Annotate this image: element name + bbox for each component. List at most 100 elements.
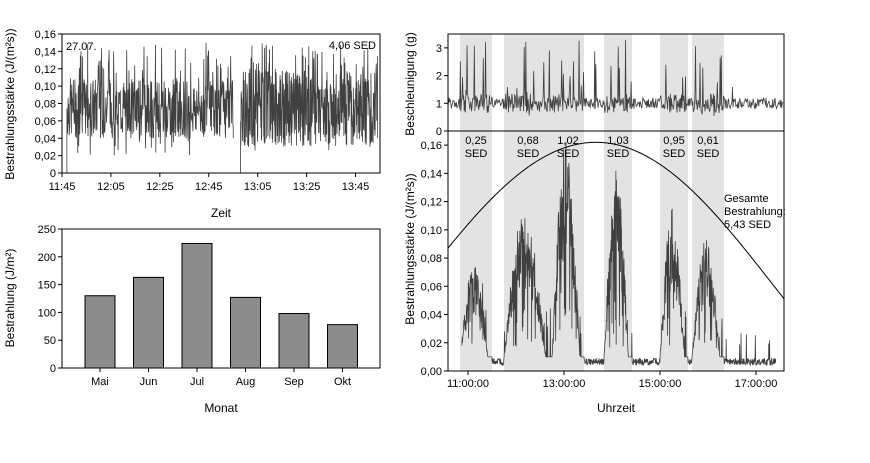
panel-1-date-label: 27.07. [66,41,97,53]
sed-unit-label: SED [607,148,630,160]
panel-3-y-axis-label: Beschleunigung (g) [403,32,417,135]
p1-ytick-label: 0,16 [35,29,56,41]
p2-ytick-label: 250 [38,224,56,236]
panel-4-total-line-3: 5,43 SED [724,219,771,231]
p4-ytick-label: 0,10 [421,225,442,237]
p1-xtick-label: 12:45 [195,181,223,193]
p2-ytick-label: 50 [44,335,56,347]
bar-mai [84,295,116,369]
p1-xtick-label: 11:45 [49,181,76,193]
panel-1-x-axis-label: Zeit [211,206,232,220]
panel-2-x-ticks: Mai Jun Jul Aug Sep Okt [91,368,351,388]
p3-ytick-label: 3 [436,43,442,55]
bar-jun [133,276,164,369]
p4-ytick-label: 0,12 [421,197,442,209]
p1-xtick-label: 12:25 [146,181,174,193]
panel-3-content [447,34,784,131]
p4-ytick-label: 0,00 [421,366,442,378]
panel-4-content [447,131,785,371]
p1-xtick-label: 12:05 [97,181,125,193]
p3-exposure-band [660,34,688,131]
panel-day-irradiance: 00,020,040,060,080,100,120,140,16 11:45 1… [3,28,381,220]
p1-irradiance-trace-1 [240,43,378,174]
bar-okt [327,324,358,369]
p2-xtick-label: Okt [334,376,351,388]
p3-exposure-band [692,34,724,131]
p1-ytick-label: 0,04 [35,133,56,145]
p4-ytick-label: 0,08 [421,253,442,265]
sed-value-label: 0,25 [465,135,486,147]
panel-1-x-ticks: 11:45 12:05 12:25 12:45 13:05 13:25 13:45 [49,173,370,193]
p4-xtick-label: 17:00:00 [735,378,778,390]
sed-unit-label: SED [697,148,720,160]
panel-acceleration: 0 1 2 3 Beschleunigung (g) [403,32,785,138]
p2-xtick-label: Sep [284,376,304,388]
panel-1-y-axis-label: Bestrahlungsstärke (J/(m²s)) [3,28,17,179]
p4-xtick-label: 13:00:00 [543,378,586,390]
p2-xtick-label: Jul [190,376,204,388]
clear-sky-curve [447,141,785,300]
p1-ytick-label: 0,10 [35,81,56,93]
panel-irradiance-day: 0,25SED0,68SED1,02SED1,03SED0,95SED0,61S… [403,130,786,415]
sed-unit-label: SED [663,148,686,160]
panel-2-x-axis-label: Monat [204,401,238,415]
p4-exposure-band [692,131,724,371]
sed-value-label: 1,02 [557,135,578,147]
panel-1-y-ticks: 0 0,02 0,04 0,06 0,08 0,10 0,12 0,14 0,16 [35,29,62,180]
p4-xtick-label: 11:00:00 [447,378,489,390]
acceleration-trace [447,40,784,117]
p2-xtick-label: Mai [91,376,109,388]
panel-4-sed-labels: 0,25SED0,68SED1,02SED1,03SED0,95SED0,61S… [465,135,720,160]
p4-ytick-label: 0,14 [421,168,442,180]
sed-unit-label: SED [465,148,488,160]
panel-4-total-line-2: Bestrahlung: [724,206,786,218]
p4-ytick-label: 0,16 [421,140,442,152]
panel-4-y-axis-label: Bestrahlungsstärke (J/(m²s)) [403,173,417,324]
p2-ytick-label: 200 [38,252,56,264]
panel-4-x-ticks: 11:00:00 13:00:00 15:00:00 17:00:00 [447,371,777,390]
p4-exposure-band [460,131,492,371]
panel-4-total-line-1: Gesamte [724,193,769,205]
sed-unit-label: SED [517,148,540,160]
sed-value-label: 1,03 [607,135,628,147]
panel-1-total-label: 4,06 SED [329,40,376,52]
p4-xtick-label: 15:00:00 [639,378,682,390]
panel-2-bars [84,242,358,369]
panel-2-y-ticks: 0 50 100 150 200 250 [38,224,62,375]
sed-value-label: 0,95 [663,135,684,147]
panel-4-y-ticks: 0,00 0,02 0,04 0,06 0,08 0,10 0,12 0,14 0,16 [421,140,448,378]
p1-ytick-label: 0,14 [35,46,56,58]
p1-xtick-label: 13:05 [244,181,272,193]
p1-xtick-label: 13:25 [293,181,321,193]
panel-monthly-irradiation: 0 50 100 150 200 250 Mai Jun Jul Aug Sep Okt Monat… [3,224,381,415]
bar-aug [230,296,261,369]
p3-exposure-band [504,34,552,131]
p4-ytick-label: 0,02 [421,338,442,350]
p1-ytick-label: 0 [50,168,56,180]
panel-3-y-ticks: 0 1 2 3 [436,43,448,138]
p2-ytick-label: 150 [38,280,56,292]
sed-value-label: 0,61 [697,135,718,147]
panel-1-bands [66,42,378,174]
sed-value-label: 0,68 [517,135,538,147]
p2-xtick-label: Aug [236,376,256,388]
bar-sep [278,313,310,369]
p1-xtick-label: 13:45 [342,181,370,193]
p2-ytick-label: 0 [50,363,56,375]
p1-ytick-label: 0,06 [35,116,56,128]
p3-ytick-label: 2 [436,71,442,83]
panel-2-y-axis-label: Bestrahlung (J/m²) [3,249,17,348]
p2-xtick-label: Jun [140,376,158,388]
p4-exposure-band [660,131,688,371]
p4-ytick-label: 0,06 [421,281,442,293]
p2-ytick-label: 100 [38,307,56,319]
p1-ytick-label: 0,08 [35,99,56,111]
panel-4-x-axis-label: Uhrzeit [597,401,636,415]
p4-ytick-label: 0,04 [421,310,442,322]
p3-ytick-label: 1 [436,98,442,110]
sed-unit-label: SED [557,148,580,160]
bar-jul [181,242,213,369]
p3-exposure-band [460,34,492,131]
p1-ytick-label: 0,02 [35,151,56,163]
